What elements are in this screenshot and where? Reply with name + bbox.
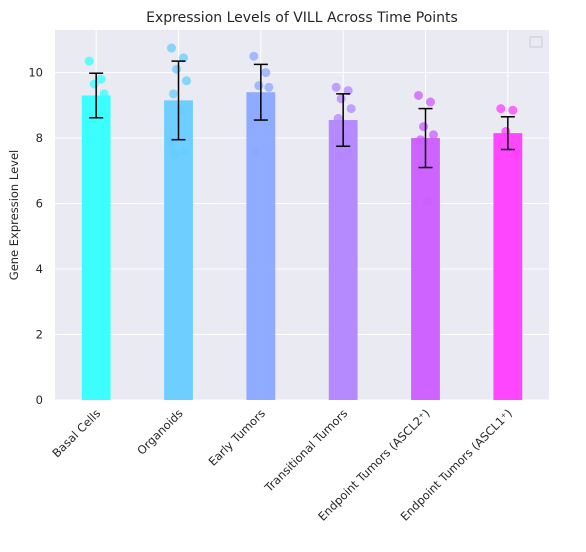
data-point — [251, 148, 261, 158]
y-tick-label: 2 — [36, 328, 43, 342]
data-point — [264, 82, 274, 92]
y-tick-label: 10 — [28, 66, 43, 80]
data-point — [166, 136, 175, 146]
data-point — [335, 151, 345, 161]
data-point — [167, 43, 176, 53]
data-point — [508, 105, 518, 115]
bar — [81, 95, 111, 400]
data-point — [182, 76, 191, 86]
data-point — [331, 82, 341, 92]
data-point — [429, 130, 438, 140]
bars — [81, 92, 523, 401]
data-point — [343, 86, 353, 96]
y-tick-label: 6 — [36, 197, 43, 211]
y-tick-label: 8 — [36, 131, 43, 145]
y-tick-label: 0 — [36, 393, 43, 407]
data-point — [336, 94, 346, 104]
x-tick-label: Early Tumors — [206, 406, 268, 468]
data-point — [496, 104, 506, 114]
data-points — [84, 43, 521, 207]
bar — [493, 133, 523, 400]
data-point — [254, 81, 264, 91]
data-point — [333, 113, 343, 123]
data-point — [419, 122, 428, 132]
data-point — [180, 146, 189, 156]
data-point — [99, 89, 109, 99]
y-axis-ticks: 0 2 4 6 8 10 — [28, 66, 43, 407]
data-point — [176, 105, 185, 115]
data-point — [414, 90, 423, 100]
plot-area — [55, 30, 549, 400]
x-tick-label: Organoids — [134, 406, 185, 457]
x-tick-label: Basal Cells — [49, 406, 103, 460]
data-point — [261, 68, 271, 78]
data-point — [416, 135, 425, 145]
data-point — [511, 148, 521, 158]
bar — [411, 138, 440, 400]
error-bars — [89, 60, 515, 169]
data-point — [86, 135, 96, 145]
bar — [246, 92, 276, 400]
legend-box — [529, 36, 543, 48]
bar — [164, 100, 193, 401]
data-point — [330, 136, 340, 146]
data-point — [423, 197, 432, 207]
data-point — [340, 133, 350, 143]
data-point — [84, 56, 94, 66]
data-point — [169, 89, 178, 99]
data-point — [501, 127, 511, 137]
bar — [328, 120, 358, 400]
y-tick-label: 4 — [36, 262, 43, 276]
data-point — [344, 148, 354, 158]
data-point — [249, 51, 259, 61]
data-point — [179, 53, 188, 63]
data-point — [89, 79, 99, 89]
data-point — [171, 149, 180, 159]
y-axis-label: Gene Expression Level — [7, 150, 21, 280]
chart-title: Expression Levels of VILL Across Time Po… — [146, 10, 458, 26]
data-point — [426, 97, 435, 107]
data-point — [96, 74, 106, 84]
data-point — [172, 64, 181, 74]
x-axis-ticks: Basal Cells Organoids Early TumorsTransiti… — [49, 406, 515, 523]
x-tick-label: Transitional Tumors — [261, 406, 350, 495]
data-point — [346, 104, 356, 114]
